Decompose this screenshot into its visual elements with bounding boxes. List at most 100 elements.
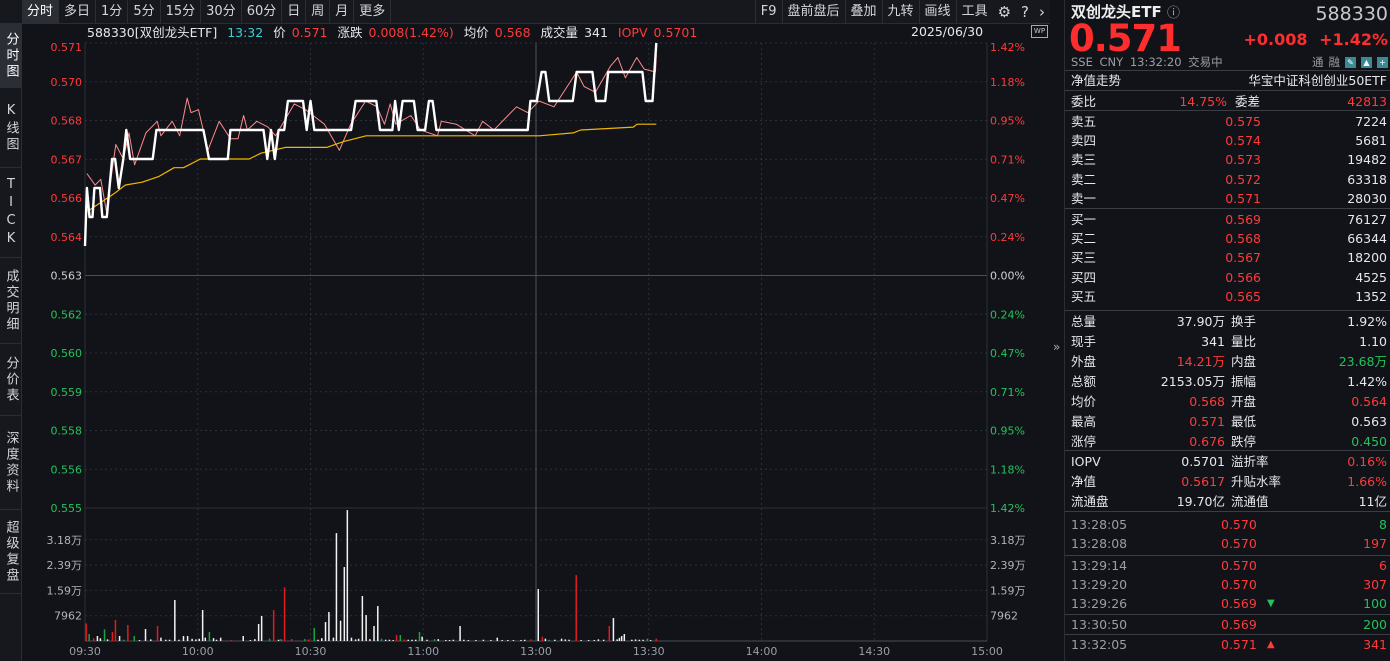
tab-7[interactable]: 日: [282, 0, 307, 24]
volume-bar: [530, 639, 532, 641]
market-status: SSE CNY 13:32:20 交易中: [1071, 56, 1223, 69]
add-icon[interactable]: +: [1377, 57, 1388, 68]
time-tick-label: 13:30: [633, 645, 665, 658]
sidebar-item-2[interactable]: TICK: [0, 168, 22, 258]
tab-1[interactable]: 多日: [59, 0, 97, 24]
volume-bar: [365, 615, 367, 641]
ask-price: 0.571: [1225, 191, 1261, 207]
toolbar-button-5[interactable]: 工具: [955, 0, 993, 24]
time-tick-label: 13:00: [520, 645, 552, 658]
period-tabs: 分时 多日 1分 5分 15分 30分 60分日周月更多: [22, 0, 392, 24]
volume-bar: [174, 600, 176, 641]
tab-9[interactable]: 月: [330, 0, 355, 24]
tab-10[interactable]: 更多: [354, 0, 392, 24]
stat-value: 0.568: [1189, 393, 1225, 409]
bid-label: 买二: [1071, 230, 1097, 246]
pct-tick-label: 0.24%: [990, 308, 1025, 321]
trade-time: 13:29:14: [1071, 557, 1128, 573]
volume-bar: [541, 636, 544, 641]
toolbar-button-3[interactable]: 九转: [881, 0, 919, 24]
stat-value: 0.16%: [1347, 453, 1387, 469]
tab-5[interactable]: 30分: [201, 0, 242, 24]
volume-bar: [304, 639, 306, 641]
bid-price: 0.567: [1225, 250, 1261, 266]
nav-trend-row[interactable]: 净值走势 华宝中证科创创业50ETF: [1071, 71, 1389, 90]
nav-trend-link[interactable]: 净值走势: [1071, 73, 1122, 88]
sidebar-item-5[interactable]: 深度资料: [0, 416, 22, 510]
divider: [1065, 634, 1390, 635]
sidebar-item-0[interactable]: 分时图: [0, 24, 22, 88]
bell-icon[interactable]: ▲: [1361, 57, 1372, 68]
arrow-down-icon: ▼: [1267, 597, 1275, 609]
gear-icon[interactable]: ⚙: [997, 3, 1012, 21]
volume-bar: [512, 640, 515, 641]
volume-bar: [92, 638, 95, 641]
bid-price: 0.566: [1225, 269, 1261, 285]
quote-time: 13:32:20: [1129, 55, 1182, 69]
bid-row: 买二 0.568 66344: [1071, 229, 1389, 248]
stat-value: 2153.05万: [1160, 373, 1225, 389]
stat-row: IOPV 0.5701 溢折率 0.16%: [1071, 452, 1389, 471]
volume-bar: [191, 638, 193, 641]
toolbar-button-1[interactable]: 盘前盘后: [781, 0, 845, 24]
tab-8[interactable]: 周: [306, 0, 331, 24]
price-tick-label: 0.568: [51, 115, 83, 128]
volume-bar: [106, 639, 109, 641]
help-icon[interactable]: ?: [1021, 3, 1029, 21]
volume-bar: [593, 640, 596, 641]
chevron-right-icon[interactable]: ›: [1039, 3, 1045, 21]
sidebar-item-1[interactable]: K线图: [0, 88, 22, 168]
ask-row: 卖二 0.572 63318: [1071, 170, 1389, 189]
volume-bar: [623, 634, 626, 641]
volume-tick-label-right: 2.39万: [990, 559, 1026, 572]
volume-bar: [178, 639, 180, 641]
stat-label: 最高: [1071, 413, 1097, 429]
trade-row: 13:30:50 0.569 200: [1071, 615, 1389, 634]
tab-2[interactable]: 1分: [96, 0, 129, 24]
stat-value: 1.66%: [1347, 473, 1387, 489]
stat-label: IOPV: [1071, 453, 1101, 469]
price-tick-label: 0.570: [51, 76, 83, 89]
info-icon[interactable]: ⓘ: [1166, 6, 1180, 21]
tab-4[interactable]: 15分: [161, 0, 202, 24]
bid-volume: 66344: [1347, 230, 1387, 246]
bid-row: 买五 0.565 1352: [1071, 287, 1389, 306]
volume-bar: [88, 634, 90, 641]
sidebar-item-6[interactable]: 超级复盘: [0, 510, 22, 594]
stat-label: 均价: [1071, 393, 1097, 409]
bid-label: 买三: [1071, 250, 1097, 266]
volume-bar: [426, 639, 428, 641]
sidebar-item-3[interactable]: 成交明细: [0, 258, 22, 344]
toolbar-button-4[interactable]: 画线: [918, 0, 956, 24]
diff-value: 42813: [1347, 93, 1387, 109]
stat-value: 1.92%: [1347, 313, 1387, 329]
wp-icon[interactable]: WP: [1031, 25, 1048, 38]
stat-row: 总额 2153.05万 振幅 1.42%: [1071, 372, 1389, 391]
collapse-panel-icon[interactable]: »: [1053, 340, 1061, 354]
toolbar-button-2[interactable]: 叠加: [844, 0, 882, 24]
trade-volume: 100: [1363, 595, 1387, 611]
volume-bar: [649, 640, 652, 641]
quote-tags: 通 融 ✎ ▲ +: [1312, 56, 1388, 69]
bid-label: 买四: [1071, 269, 1097, 285]
tab-0[interactable]: 分时: [22, 0, 60, 24]
stat-label: 净值: [1071, 473, 1097, 489]
volume-bar: [496, 637, 499, 641]
volume-bar: [482, 639, 485, 641]
volume-bar: [208, 632, 211, 641]
ask-row: 卖一 0.571 28030: [1071, 189, 1389, 208]
volume-bar: [490, 640, 492, 641]
security-title: 双创龙头ETF ⓘ: [1071, 4, 1180, 22]
divider: [1065, 555, 1390, 556]
bid-volume: 1352: [1355, 289, 1387, 305]
edit-icon[interactable]: ✎: [1345, 57, 1356, 68]
trade-row: 13:29:20 0.570 307: [1071, 575, 1389, 594]
tab-3[interactable]: 5分: [128, 0, 161, 24]
toolbar-button-0[interactable]: F9: [754, 0, 782, 24]
pct-tick-label: 0.71%: [990, 153, 1025, 166]
tab-6[interactable]: 60分: [242, 0, 283, 24]
volume-tick-label-right: 7962: [990, 610, 1018, 623]
sidebar-item-4[interactable]: 分价表: [0, 344, 22, 416]
volume-bar: [580, 640, 582, 641]
